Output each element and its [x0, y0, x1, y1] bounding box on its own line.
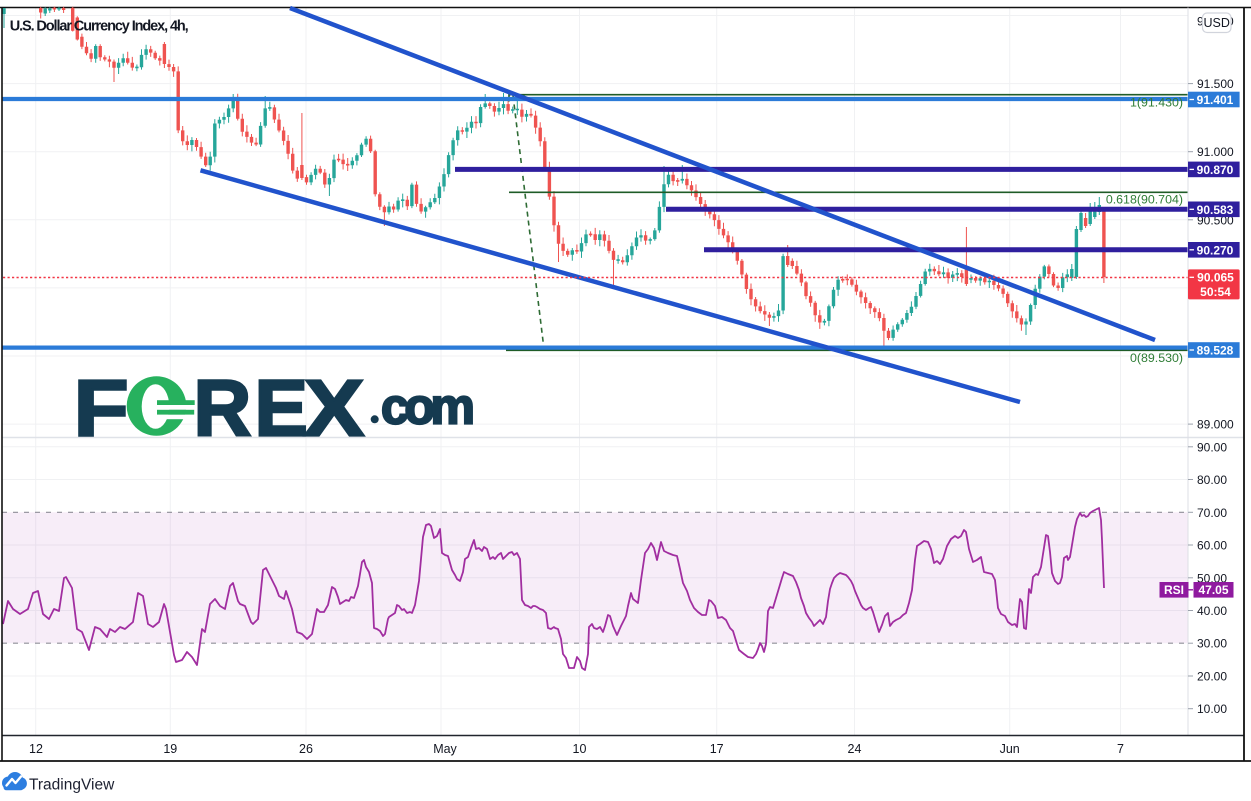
svg-text:90.583: 90.583 [1197, 203, 1234, 217]
svg-text:91.401: 91.401 [1197, 93, 1234, 107]
svg-text:TradingView: TradingView [29, 777, 115, 794]
svg-text:17: 17 [710, 742, 724, 756]
svg-text:50:54: 50:54 [1200, 285, 1231, 299]
svg-text:90.00: 90.00 [1197, 440, 1227, 454]
svg-text:60.00: 60.00 [1197, 539, 1227, 553]
svg-text:24: 24 [848, 742, 862, 756]
svg-text:10.00: 10.00 [1197, 702, 1227, 716]
svg-text:com: com [381, 379, 475, 435]
svg-text:May: May [433, 742, 457, 756]
svg-text:47.05: 47.05 [1198, 583, 1228, 597]
svg-text:70.00: 70.00 [1197, 506, 1227, 520]
svg-text:12: 12 [29, 742, 43, 756]
svg-text:R: R [194, 364, 252, 453]
svg-text:1(91.430): 1(91.430) [1130, 96, 1183, 110]
svg-text:89.528: 89.528 [1197, 344, 1234, 358]
svg-text:50.00: 50.00 [1197, 571, 1227, 585]
svg-text:90.065: 90.065 [1197, 270, 1234, 284]
svg-text:19: 19 [163, 742, 177, 756]
svg-text:91.000: 91.000 [1197, 145, 1234, 159]
svg-text:90.870: 90.870 [1197, 163, 1234, 177]
svg-text:U.S. Dollar Currency Index, 4h: U.S. Dollar Currency Index, 4h, [10, 18, 189, 34]
svg-text:91.500: 91.500 [1197, 77, 1234, 91]
svg-text:80.00: 80.00 [1197, 473, 1227, 487]
svg-text:USD: USD [1203, 16, 1229, 30]
svg-text:40.00: 40.00 [1197, 604, 1227, 618]
svg-text:0.618(90.704): 0.618(90.704) [1106, 193, 1183, 207]
svg-text:RSI: RSI [1164, 583, 1184, 597]
svg-text:0(89.530): 0(89.530) [1130, 351, 1183, 365]
svg-text:7: 7 [1117, 742, 1124, 756]
svg-text:89.000: 89.000 [1197, 418, 1234, 432]
svg-text:26: 26 [299, 742, 313, 756]
svg-text:E: E [255, 364, 308, 453]
svg-text:30.00: 30.00 [1197, 637, 1227, 651]
svg-text:90.270: 90.270 [1197, 243, 1234, 257]
svg-text:X: X [304, 364, 364, 453]
svg-text:20.00: 20.00 [1197, 670, 1227, 684]
svg-text:10: 10 [573, 742, 587, 756]
svg-text:F: F [74, 364, 129, 453]
svg-text:Jun: Jun [1000, 742, 1020, 756]
